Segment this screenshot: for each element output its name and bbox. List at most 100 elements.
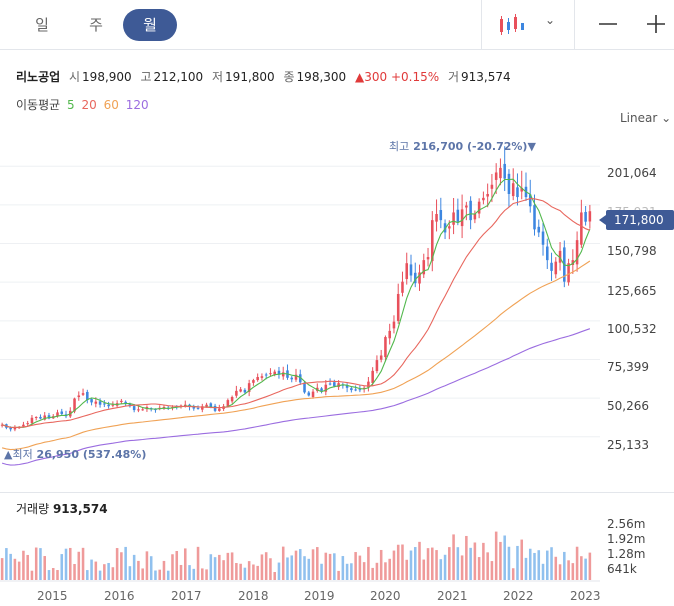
min-label: ▲최저: [4, 448, 33, 461]
scale-mode-dropdown[interactable]: Linear ⌄: [620, 111, 672, 125]
volume-bar: [226, 552, 230, 580]
candle: [73, 398, 76, 412]
volume-bar: [281, 546, 285, 580]
toolbar-divider: [574, 0, 575, 50]
candle: [405, 263, 409, 280]
y-tick-label: 25,133: [607, 438, 649, 452]
period-tab-week[interactable]: 주: [89, 16, 103, 34]
candlestick-icon[interactable]: [496, 10, 526, 40]
volume-bar: [554, 556, 558, 580]
volume-bar: [86, 570, 89, 580]
candle: [30, 417, 34, 424]
volume-bar: [209, 554, 213, 580]
volume-bar: [341, 556, 345, 580]
x-tick-label: 2015: [37, 589, 68, 603]
volume-bar: [439, 559, 443, 580]
volume-bar: [111, 567, 115, 580]
volume-bar: [94, 561, 98, 580]
volume-tick-label: 1.28m: [607, 547, 646, 561]
volume-bar: [533, 552, 536, 580]
candle: [209, 403, 213, 408]
volume-bar: [588, 552, 592, 580]
volume-bar: [175, 551, 179, 580]
volume-bar: [320, 563, 323, 580]
volume-bar: [503, 535, 506, 580]
ma-legend-120[interactable]: 120: [125, 98, 149, 112]
candle: [43, 415, 46, 420]
candle: [426, 257, 430, 260]
candle: [511, 183, 515, 197]
high-label: 고: [140, 70, 152, 84]
volume-bar: [580, 556, 583, 580]
current-price-badge: 171,800: [606, 210, 674, 230]
volume-bar: [17, 561, 21, 580]
candle: [98, 401, 102, 405]
ma-legend-label: 이동평균: [16, 98, 61, 112]
ma-legend-5[interactable]: 5: [67, 98, 75, 112]
volume-bar: [511, 568, 515, 580]
candle: [554, 261, 558, 275]
volume-bar: [345, 563, 349, 580]
volume-bar: [166, 570, 170, 580]
candle: [103, 403, 106, 405]
volume-bar: [311, 549, 315, 580]
candle: [333, 382, 336, 387]
volume-bar: [98, 570, 102, 580]
candle: [409, 264, 413, 276]
candle: [137, 409, 140, 411]
x-tick-label: 2020: [370, 589, 401, 603]
open-value: 198,900: [82, 70, 132, 84]
candle: [396, 293, 400, 321]
volume-bar: [528, 548, 532, 580]
candle: [124, 401, 127, 404]
volume-tick-label: 2.56m: [607, 517, 646, 531]
candle: [213, 405, 217, 411]
chevron-down-icon[interactable]: ⌄: [545, 13, 556, 27]
candle: [94, 401, 98, 404]
candle: [243, 389, 247, 393]
candle: [60, 411, 64, 414]
period-tab-day[interactable]: 일: [35, 16, 49, 34]
volume-bar: [413, 547, 417, 580]
volume-bar: [51, 568, 55, 580]
volume-bar: [482, 542, 485, 580]
min-value: 26,950 (537.48%): [36, 448, 147, 461]
volume-bar: [0, 558, 4, 580]
volume-bar: [307, 558, 311, 580]
zoom-in-icon[interactable]: [639, 8, 673, 42]
candle: [465, 205, 468, 208]
volume-bar: [5, 548, 8, 580]
candle: [550, 262, 553, 271]
x-tick-label: 2022: [503, 589, 534, 603]
volume-bar: [516, 545, 519, 580]
candle: [298, 374, 302, 383]
candle: [516, 187, 519, 198]
candle: [226, 400, 230, 407]
volume-bar: [456, 547, 460, 580]
volume-bar: [192, 568, 196, 580]
ma-legend-20[interactable]: 20: [81, 98, 97, 112]
period-tab-month[interactable]: 월: [123, 9, 177, 41]
candle: [507, 173, 511, 194]
volume-bar: [256, 565, 259, 580]
volume-bar: [213, 557, 217, 580]
candle: [413, 272, 417, 284]
candle: [128, 403, 132, 407]
volume-bar: [584, 558, 587, 580]
current-price-marker: [599, 215, 606, 225]
volume-bar: [473, 542, 477, 580]
volume-bar: [316, 547, 319, 580]
volume-bar: [22, 550, 25, 580]
volume-bar: [9, 553, 12, 580]
volume-bar: [26, 554, 29, 580]
volume-bar: [73, 563, 76, 580]
ma-legend-60[interactable]: 60: [103, 98, 119, 112]
x-tick-label: 2021: [437, 589, 468, 603]
volume-bar: [154, 570, 157, 580]
candle: [205, 404, 208, 407]
candle: [503, 163, 506, 179]
volume-bar: [563, 551, 566, 580]
stock-summary: 리노공업 시 198,900 고 212,100 저 191,800 종 198,300…: [16, 68, 511, 85]
zoom-out-icon[interactable]: [591, 8, 625, 42]
